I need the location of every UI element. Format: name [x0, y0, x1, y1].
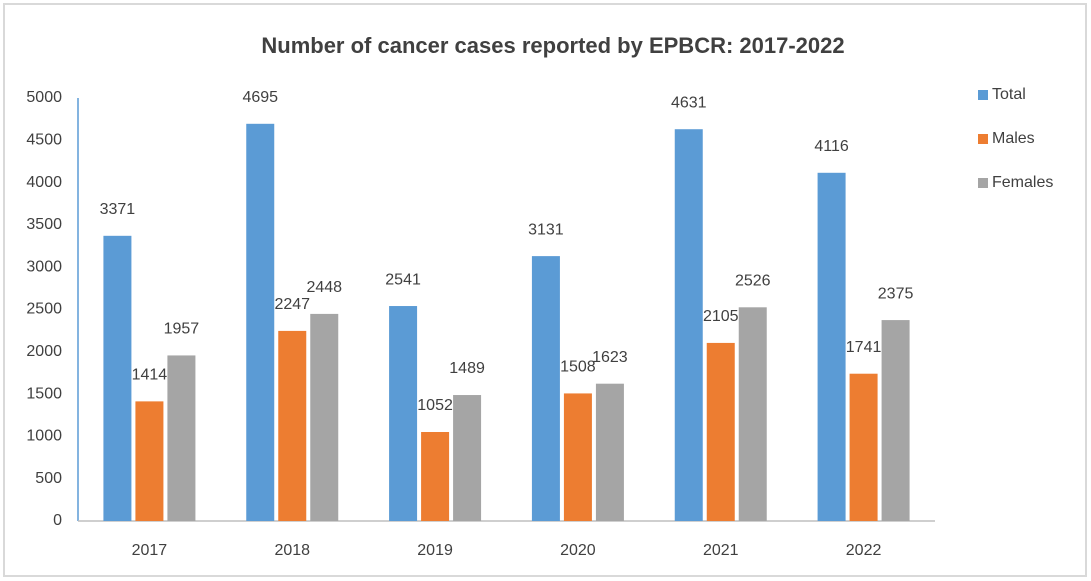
bar	[738, 307, 767, 521]
bar	[817, 172, 846, 521]
bar	[849, 373, 878, 521]
legend-swatch	[978, 134, 988, 144]
data-label: 4695	[242, 89, 278, 106]
y-tick-label: 500	[35, 470, 62, 487]
bar	[246, 123, 275, 521]
data-label: 1623	[592, 349, 628, 366]
x-tick-label: 2019	[417, 542, 453, 559]
bar	[389, 306, 418, 521]
bar	[278, 330, 307, 521]
bar	[595, 383, 624, 521]
data-label: 4116	[814, 138, 849, 155]
data-label: 2247	[274, 296, 310, 313]
data-label: 2105	[703, 308, 739, 325]
data-label: 2526	[735, 273, 771, 290]
chart-title: Number of cancer cases reported by EPBCR…	[261, 33, 844, 58]
data-label: 2541	[385, 271, 421, 288]
bar	[563, 393, 592, 521]
data-label: 1508	[560, 359, 596, 376]
data-label: 3371	[100, 201, 136, 218]
data-label: 1489	[449, 360, 485, 377]
bar	[531, 256, 560, 521]
x-tick-label: 2021	[703, 542, 739, 559]
y-tick-label: 3500	[26, 216, 62, 233]
x-tick-label: 2022	[846, 542, 882, 559]
x-tick-label: 2020	[560, 542, 596, 559]
y-tick-label: 3000	[26, 258, 62, 275]
bar	[135, 401, 164, 521]
legend-swatch	[978, 90, 988, 100]
bar	[674, 129, 703, 521]
data-label: 4631	[671, 94, 707, 111]
data-label: 1741	[846, 339, 882, 356]
y-tick-label: 0	[53, 512, 62, 529]
x-tick-label: 2017	[132, 542, 168, 559]
bar	[706, 342, 735, 521]
data-label: 1414	[132, 367, 168, 384]
bar	[881, 320, 910, 521]
legend-label: Females	[992, 174, 1053, 191]
y-tick-label: 4000	[26, 174, 62, 191]
y-tick-label: 5000	[26, 89, 62, 106]
bar	[453, 395, 482, 521]
y-tick-label: 2000	[26, 343, 62, 360]
y-tick-label: 1000	[26, 428, 62, 445]
bar	[421, 432, 450, 521]
bar	[167, 355, 196, 521]
legend-swatch	[978, 178, 988, 188]
bar	[103, 235, 132, 521]
x-tick-label: 2018	[274, 542, 310, 559]
legend-label: Total	[992, 86, 1026, 103]
bar	[310, 313, 339, 521]
y-tick-label: 4500	[26, 132, 62, 149]
legend-label: Males	[992, 130, 1035, 147]
data-label: 1052	[417, 397, 453, 414]
data-label: 1957	[164, 321, 200, 338]
data-label: 2448	[306, 279, 342, 296]
y-tick-label: 1500	[26, 385, 62, 402]
y-tick-label: 2500	[26, 301, 62, 318]
data-label: 2375	[878, 285, 914, 302]
data-label: 3131	[528, 221, 564, 238]
